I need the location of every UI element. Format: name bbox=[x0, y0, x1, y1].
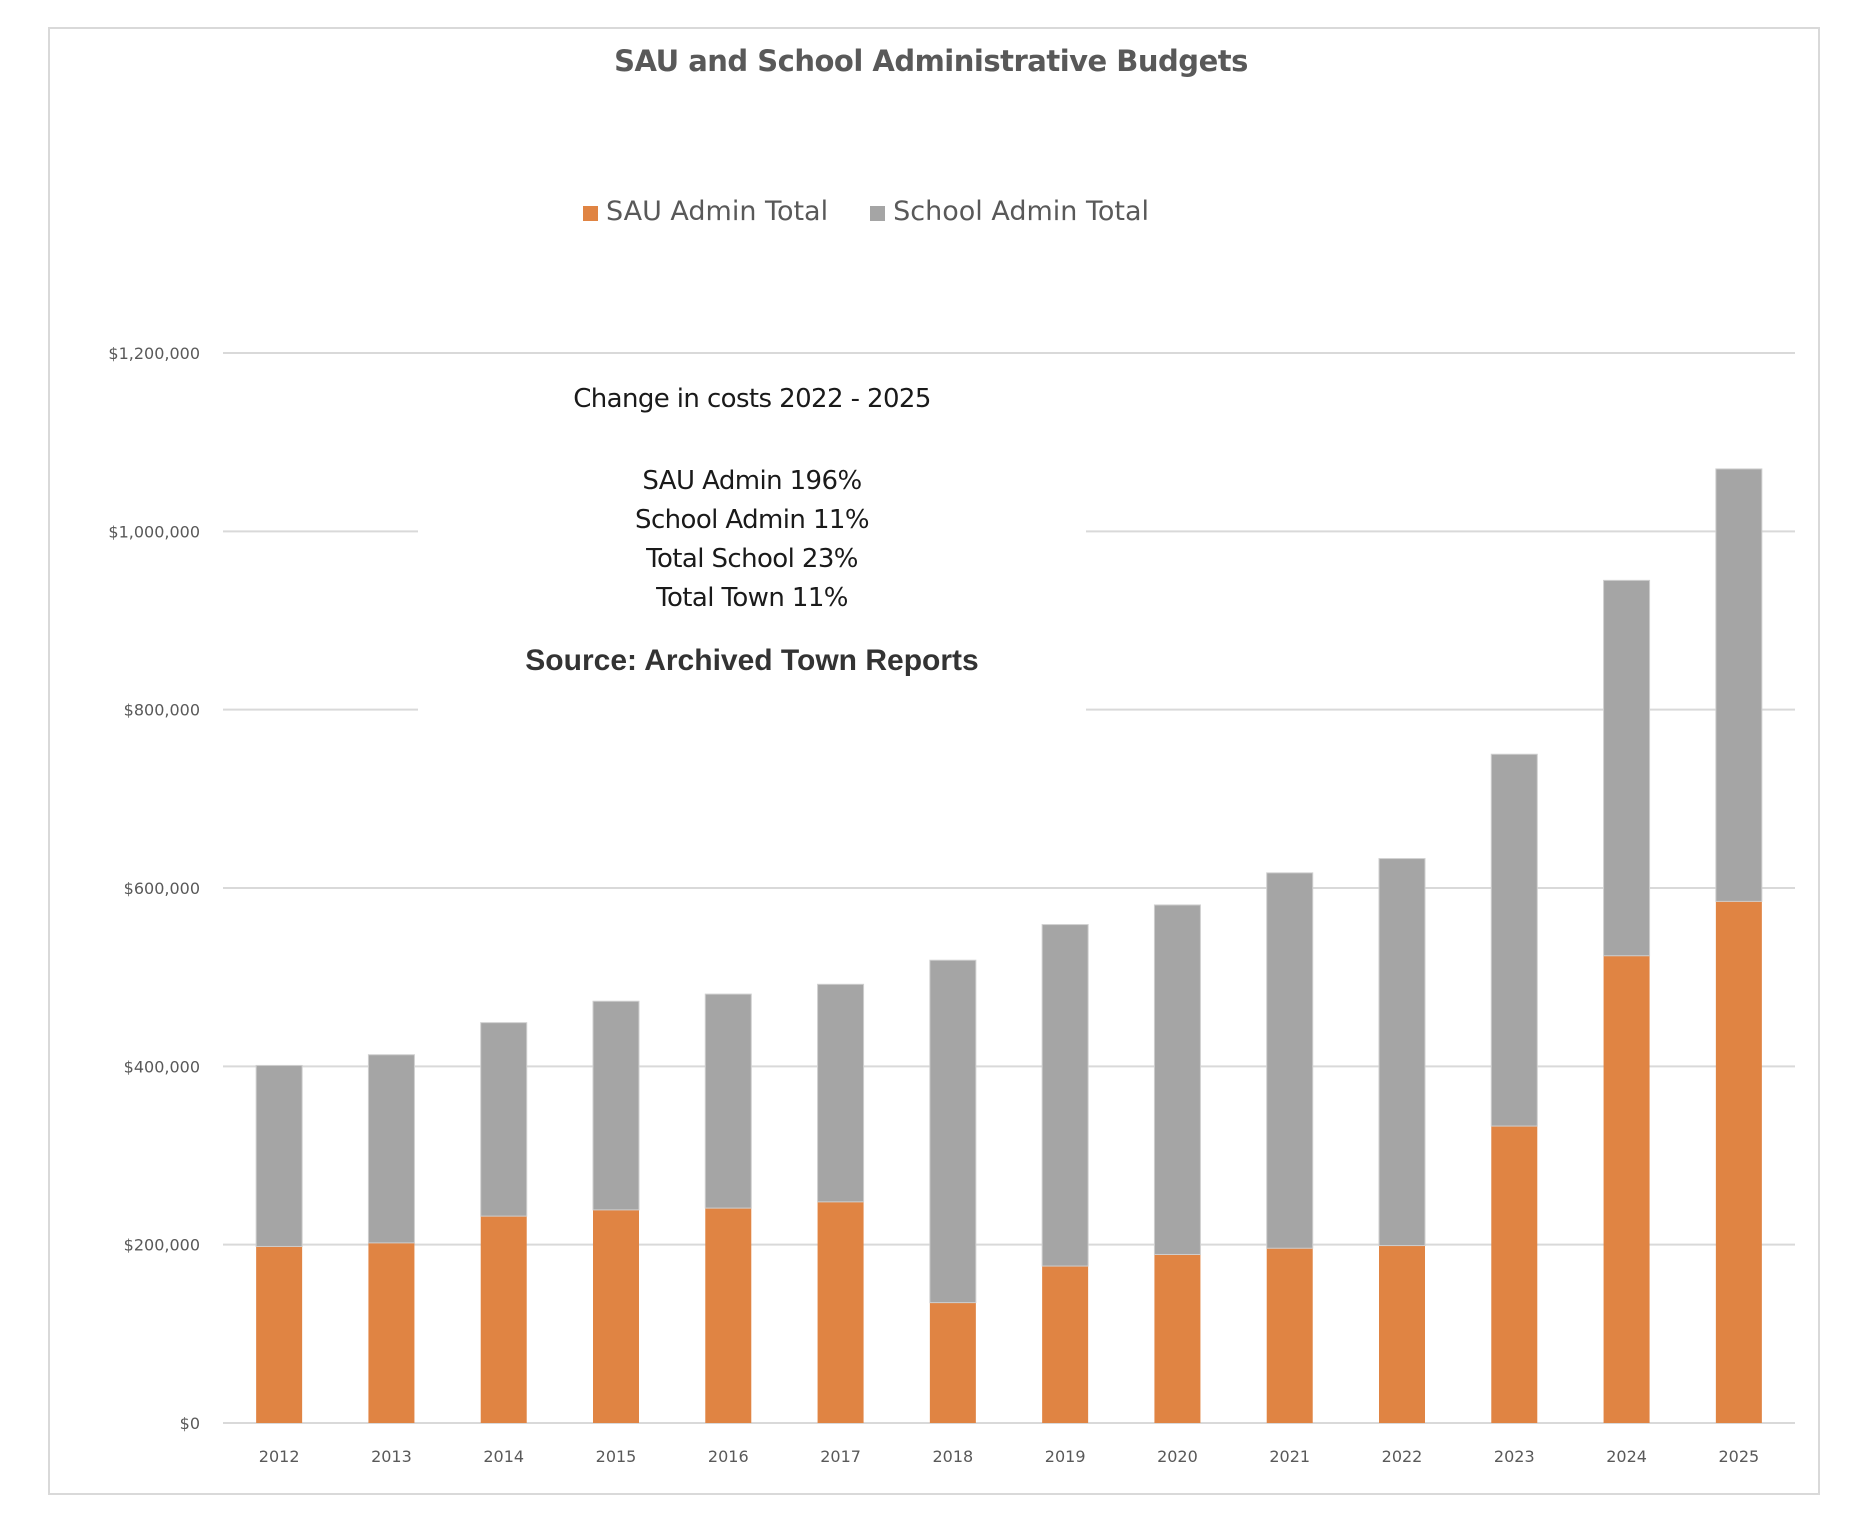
bar-sau-admin bbox=[1603, 955, 1650, 1423]
legend-item-school[interactable]: School Admin Total bbox=[870, 196, 1149, 227]
bar-school-admin bbox=[367, 1054, 415, 1244]
legend-swatch-sau bbox=[582, 206, 598, 221]
bar-sau-admin bbox=[817, 1201, 864, 1423]
bar-school-admin bbox=[480, 1022, 528, 1217]
x-tick-label: 2018 bbox=[932, 1447, 973, 1466]
x-tick-label: 2021 bbox=[1269, 1447, 1310, 1466]
bar-sau-admin bbox=[593, 1209, 639, 1423]
bar-sau-admin bbox=[1491, 1126, 1538, 1423]
annotation-source: Source: Archived Town Reports bbox=[525, 644, 979, 677]
legend-label-sau: SAU Admin Total bbox=[605, 196, 829, 227]
bar-sau-admin bbox=[368, 1242, 415, 1423]
bar-school-admin bbox=[1603, 579, 1651, 957]
bar-sau-admin bbox=[1154, 1254, 1201, 1423]
x-tick-label: 2012 bbox=[259, 1447, 300, 1466]
bar-sau-admin bbox=[256, 1246, 303, 1423]
y-tick-label: $0 bbox=[180, 1414, 200, 1433]
x-tick-label: 2015 bbox=[596, 1447, 637, 1466]
bar-school-admin bbox=[817, 983, 865, 1203]
x-tick-label: 2016 bbox=[708, 1447, 749, 1466]
y-tick-label: $1,200,000 bbox=[108, 344, 200, 363]
bar-school-admin bbox=[1490, 753, 1538, 1127]
bar-school-admin bbox=[704, 993, 752, 1209]
annotation-heading: Change in costs 2022 - 2025 bbox=[573, 384, 931, 414]
x-tick-label: 2014 bbox=[483, 1447, 524, 1466]
x-tick-label: 2017 bbox=[820, 1447, 861, 1466]
bar-school-admin bbox=[929, 959, 977, 1304]
legend: SAU Admin Total School Admin Total bbox=[0, 196, 1862, 227]
legend-swatch-school bbox=[870, 206, 886, 221]
annotation-line-school: School Admin 11% bbox=[635, 505, 870, 535]
y-tick-label: $200,000 bbox=[124, 1236, 200, 1255]
bar-school-admin bbox=[1153, 904, 1201, 1255]
chart-title: SAU and School Administrative Budgets bbox=[614, 44, 1248, 78]
x-tick-label: 2024 bbox=[1606, 1447, 1647, 1466]
legend-item-sau[interactable]: SAU Admin Total bbox=[582, 196, 829, 227]
bar-sau-admin bbox=[1715, 901, 1762, 1423]
x-tick-label: 2022 bbox=[1382, 1447, 1423, 1466]
bar-school-admin bbox=[1715, 468, 1763, 902]
x-tick-label: 2013 bbox=[371, 1447, 412, 1466]
x-tick-label: 2020 bbox=[1157, 1447, 1198, 1466]
x-tick-label: 2019 bbox=[1045, 1447, 1086, 1466]
x-tick-label: 2023 bbox=[1494, 1447, 1535, 1466]
bar-school-admin bbox=[255, 1064, 303, 1247]
bar-sau-admin bbox=[480, 1216, 527, 1423]
y-tick-label: $600,000 bbox=[124, 879, 200, 898]
y-tick-label: $400,000 bbox=[124, 1057, 200, 1076]
y-tick-label: $1,000,000 bbox=[108, 522, 200, 541]
bar-sau-admin bbox=[929, 1302, 976, 1423]
bar-sau-admin bbox=[1379, 1245, 1425, 1423]
annotation-line-total-school: Total School 23% bbox=[646, 544, 858, 574]
annotation-background bbox=[418, 510, 1086, 725]
annotation-line-total-town: Total Town 11% bbox=[656, 583, 848, 613]
x-tick-label: 2025 bbox=[1718, 1447, 1759, 1466]
bar-sau-admin bbox=[1266, 1248, 1313, 1423]
annotation-lines: SAU Admin 196% School Admin 11% Total Sc… bbox=[418, 462, 1086, 618]
bar-school-admin bbox=[592, 1000, 640, 1211]
bar-sau-admin bbox=[705, 1208, 752, 1423]
y-tick-label: $800,000 bbox=[124, 701, 200, 720]
annotation-line-sau: SAU Admin 196% bbox=[642, 466, 862, 496]
bar-school-admin bbox=[1378, 858, 1426, 1247]
bar-school-admin bbox=[1266, 872, 1314, 1249]
legend-label-school: School Admin Total bbox=[893, 196, 1150, 227]
bar-sau-admin bbox=[1042, 1266, 1089, 1423]
bar-school-admin bbox=[1041, 924, 1089, 1267]
